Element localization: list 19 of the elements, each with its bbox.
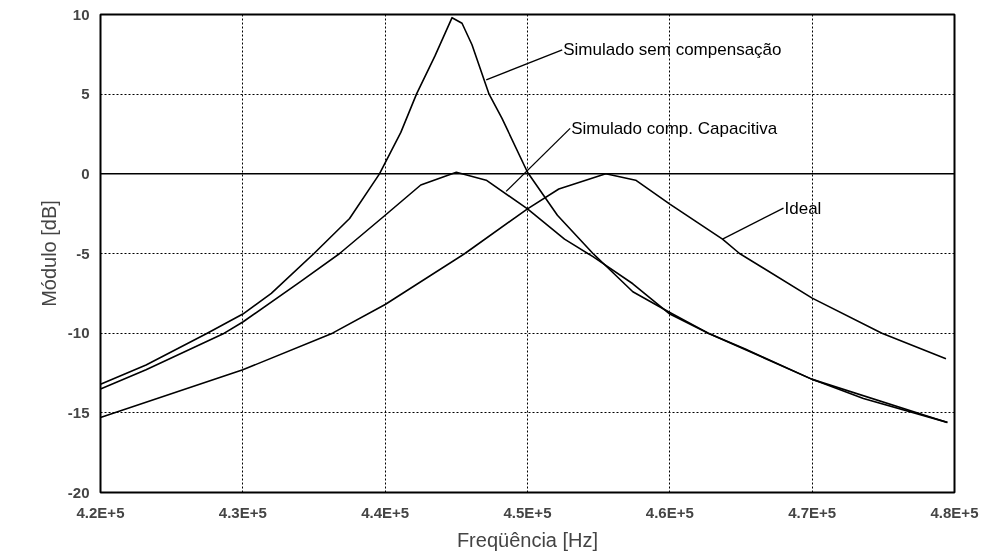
x-tick-label: 4.5E+5 xyxy=(503,503,552,521)
y-tick-label: 10 xyxy=(72,5,90,23)
x-axis-title: Freqüência [Hz] xyxy=(456,528,599,551)
x-tick-label: 4.7E+5 xyxy=(788,503,837,521)
y-tick-label: -20 xyxy=(67,483,90,501)
y-axis-title: Módulo [dB] xyxy=(37,200,60,307)
annotation: Simulado sem compensação xyxy=(563,40,782,60)
x-tick-label: 4.8E+5 xyxy=(930,503,979,521)
y-tick-label: 0 xyxy=(81,164,90,182)
y-tick-label: 5 xyxy=(81,85,90,103)
x-tick-label: 4.2E+5 xyxy=(76,503,125,521)
x-tick-label: 4.4E+5 xyxy=(361,503,410,521)
x-tick-label: 4.3E+5 xyxy=(218,503,267,521)
annotation: Ideal xyxy=(784,198,822,218)
y-tick-label: -10 xyxy=(67,324,90,342)
annotation: Simulado comp. Capacitiva xyxy=(571,118,778,138)
y-tick-label: -15 xyxy=(67,403,90,421)
y-tick-label: -5 xyxy=(76,244,90,262)
x-tick-label: 4.6E+5 xyxy=(645,503,694,521)
